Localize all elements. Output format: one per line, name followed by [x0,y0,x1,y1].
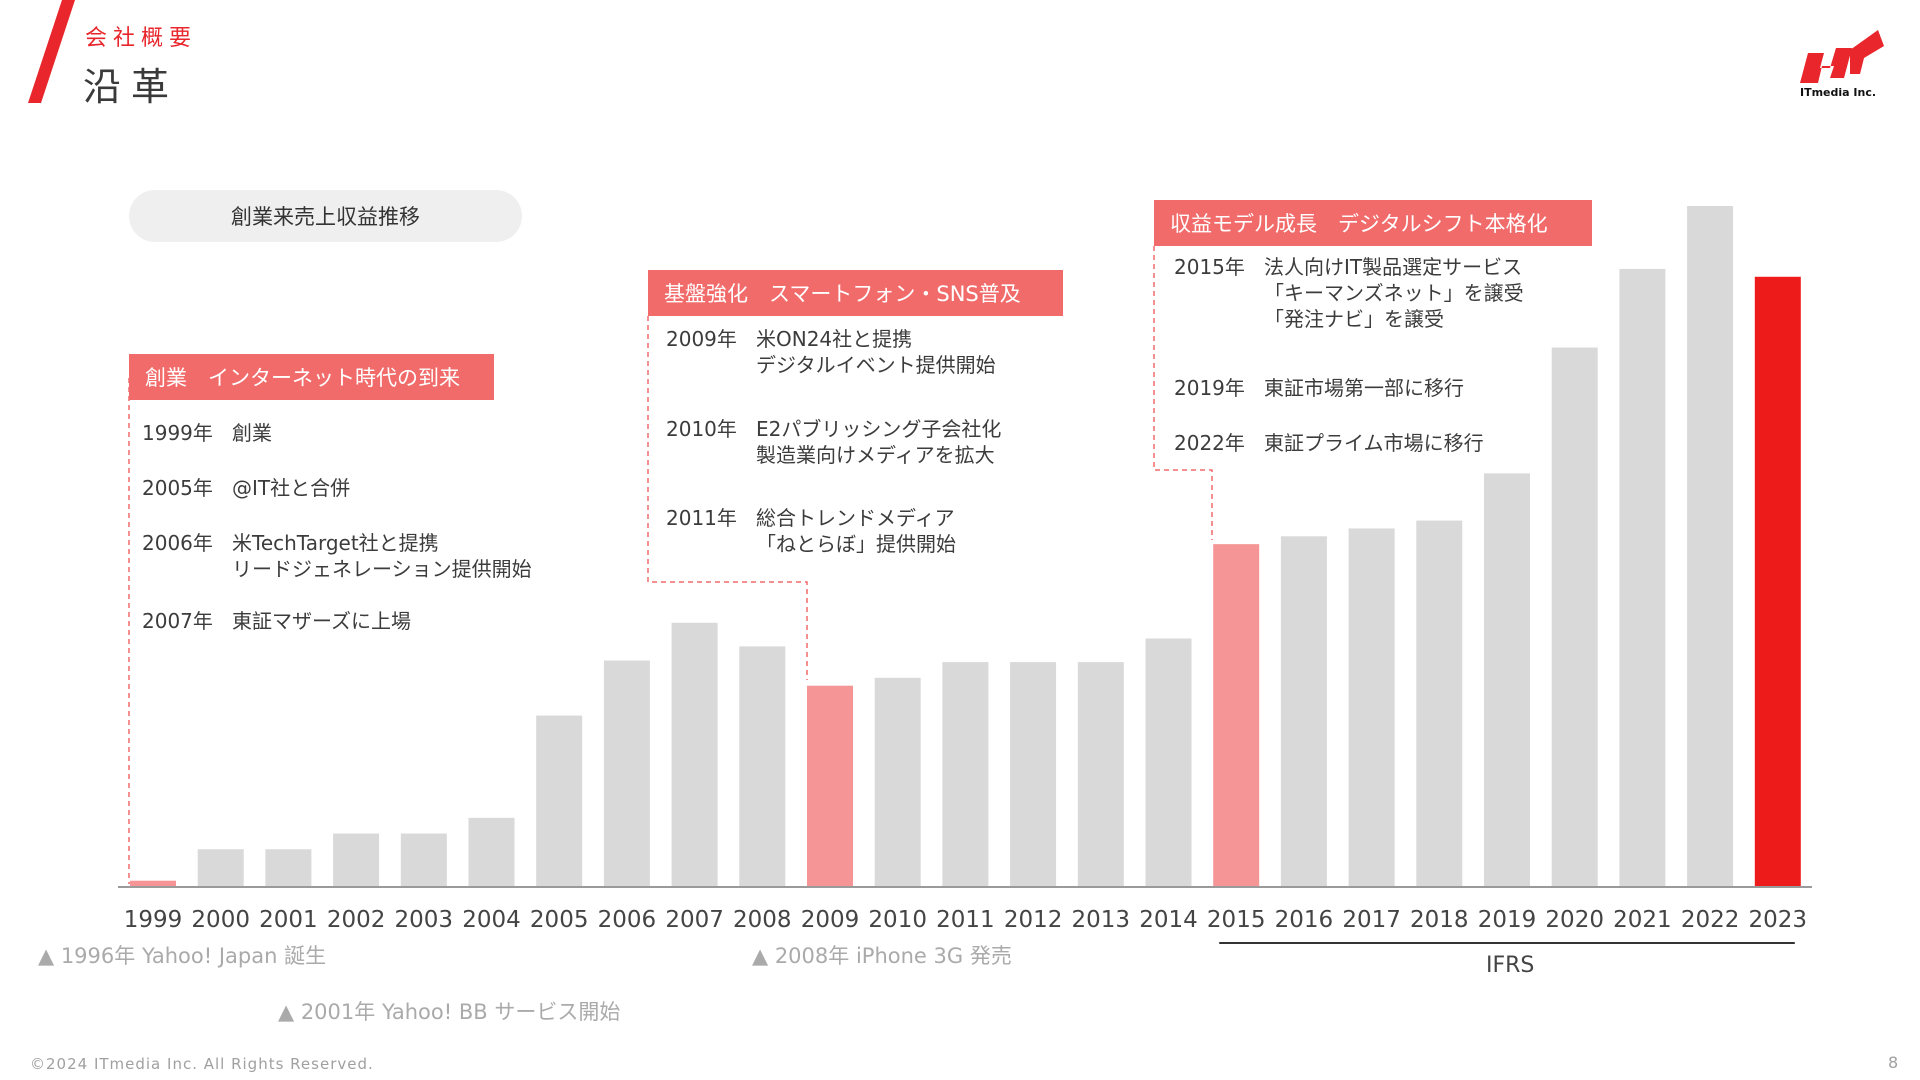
x-tick-2018: 2018 [1410,907,1469,933]
event-year: 2022年 [1174,431,1245,455]
note-iphone: ▲ 2008年 iPhone 3G 発売 [752,944,1012,968]
event-2009: 2009年 米ON24社と提携 デジタルイベント提供開始 [666,326,996,378]
era-header-growth: 収益モデル成長 デジタルシフト本格化 [1154,200,1592,246]
event-2022: 2022年 東証プライム市場に移行 [1174,430,1484,456]
event-text: 東証市場第一部に移行 [1264,376,1464,400]
bar-2014 [1145,638,1192,887]
event-text: 創業 [232,421,272,445]
x-tick-2020: 2020 [1545,907,1604,933]
bar-2019 [1484,473,1530,887]
event-text: 総合トレンドメディア 「ねとらぼ」提供開始 [756,506,956,556]
era-connector-foundation [647,316,808,680]
page-number: 8 [1888,1053,1899,1072]
bar-2013 [1077,662,1124,887]
note-yahoo-bb: ▲ 2001年 Yahoo! BB サービス開始 [278,1000,621,1024]
x-tick-2000: 2000 [191,907,250,933]
chart-title-pill: 創業来売上収益推移 [129,190,522,242]
x-tick-2001: 2001 [259,907,318,933]
event-2005: 2005年 @IT社と合併 [142,475,350,501]
event-1999: 1999年 創業 [142,420,272,446]
event-year: 2015年 [1174,255,1245,279]
x-tick-2013: 2013 [1072,907,1131,933]
x-tick-2015: 2015 [1207,907,1266,933]
bar-2016 [1280,536,1327,887]
x-tick-2016: 2016 [1275,907,1334,933]
x-tick-2012: 2012 [1004,907,1063,933]
bar-2007 [671,622,718,887]
bar-2021 [1619,268,1666,887]
x-tick-2002: 2002 [327,907,386,933]
event-text: 東証マザーズに上場 [232,609,411,633]
event-2015: 2015年 法人向けIT製品選定サービス 「キーマンズネット」を譲受 「発注ナビ」… [1174,254,1524,332]
era-connector-growth [1153,246,1213,540]
bar-2010 [874,677,921,887]
bar-2009 [807,685,853,887]
event-text: E2パブリッシング子会社化 製造業向けメディアを拡大 [756,417,1002,467]
era-header-foundation: 基盤強化 スマートフォン・SNS普及 [648,270,1063,316]
note-yahoo-japan: ▲ 1996年 Yahoo! Japan 誕生 [38,944,327,968]
event-text: @IT社と合併 [232,476,351,500]
x-tick-2019: 2019 [1478,907,1537,933]
x-tick-2006: 2006 [598,907,657,933]
event-year: 2011年 [666,506,737,530]
event-year: 1999年 [142,421,213,445]
x-tick-2007: 2007 [665,907,724,933]
ifrs-label: IFRS [1486,953,1535,978]
bar-2018 [1416,520,1463,887]
bar-2003 [400,833,447,887]
event-text: 東証プライム市場に移行 [1264,431,1484,455]
bar-2008 [739,646,786,887]
bar-2002 [333,833,380,887]
copyright: ©2024 ITmedia Inc. All Rights Reserved. [30,1055,374,1073]
event-2007: 2007年 東証マザーズに上場 [142,608,411,634]
bar-2023 [1754,276,1801,887]
itmedia-logo [1800,30,1884,83]
event-text: 米ON24社と提携 デジタルイベント提供開始 [756,327,996,377]
event-year: 2006年 [142,531,213,555]
x-tick-2011: 2011 [936,907,995,933]
x-tick-1999: 1999 [124,907,183,933]
event-2006: 2006年 米TechTarget社と提携 リードジェネレーション提供開始 [142,530,532,582]
event-2019: 2019年 東証市場第一部に移行 [1174,375,1464,401]
event-year: 2005年 [142,476,213,500]
x-tick-2009: 2009 [801,907,860,933]
x-tick-2004: 2004 [462,907,521,933]
bar-2006 [603,660,650,887]
event-text: 法人向けIT製品選定サービス 「キーマンズネット」を譲受 「発注ナビ」を譲受 [1264,255,1524,331]
event-year: 2007年 [142,609,213,633]
bar-2012 [1010,662,1057,887]
event-2010: 2010年 E2パブリッシング子会社化 製造業向けメディアを拡大 [666,416,1001,468]
bar-2000 [197,849,244,887]
event-year: 2009年 [666,327,737,351]
event-year: 2010年 [666,417,737,441]
x-tick-2021: 2021 [1613,907,1672,933]
bar-2001 [265,849,312,887]
x-tick-2023: 2023 [1749,907,1808,933]
bar-1999 [130,880,176,887]
red-slash-decoration [28,0,75,103]
x-tick-2014: 2014 [1139,907,1198,933]
bar-2005 [536,715,583,887]
bar-2015 [1213,544,1260,887]
x-tick-2008: 2008 [733,907,792,933]
bar-2022 [1687,206,1734,887]
logo-text: ITmedia Inc. [1800,86,1877,99]
section-label: 会社概要 [85,26,198,51]
bar-2011 [942,662,989,887]
event-2011: 2011年 総合トレンドメディア 「ねとらぼ」提供開始 [666,505,956,557]
bar-2020 [1551,347,1598,887]
event-year: 2019年 [1174,376,1245,400]
bar-2017 [1348,528,1395,887]
page-title: 沿革 [83,65,180,109]
bar-2004 [468,817,515,887]
era-header-founding: 創業 インターネット時代の到来 [129,354,494,400]
x-tick-2022: 2022 [1681,907,1740,933]
x-tick-2010: 2010 [868,907,927,933]
x-tick-2005: 2005 [530,907,589,933]
x-tick-2003: 2003 [395,907,454,933]
event-text: 米TechTarget社と提携 リードジェネレーション提供開始 [232,531,532,581]
x-tick-2017: 2017 [1342,907,1401,933]
